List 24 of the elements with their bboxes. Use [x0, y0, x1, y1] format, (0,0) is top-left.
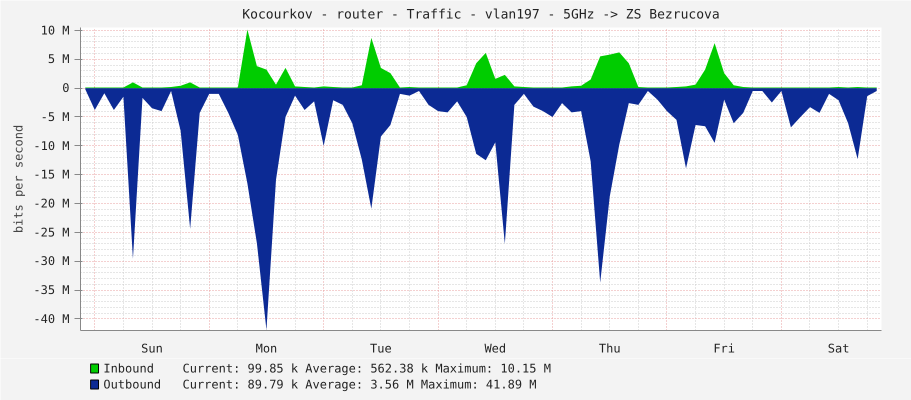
y-tick-label: -10 M	[33, 138, 70, 153]
y-tick-label: 5 M	[48, 52, 70, 66]
legend-label: Outbound	[103, 378, 162, 392]
y-tick-label: -25 M	[33, 225, 70, 240]
x-tick-label: Fri	[713, 342, 736, 356]
x-tick-label: Sun	[141, 342, 163, 356]
legend-label: Inbound	[103, 362, 154, 376]
y-axis-title: bits per second	[11, 124, 26, 234]
y-tick-label: -20 M	[33, 196, 70, 211]
y-tick-label: 10 M	[40, 23, 70, 38]
y-tick-label: -5 M	[40, 110, 70, 124]
x-tick-label: Tue	[370, 342, 392, 356]
y-tick-label: -30 M	[33, 254, 70, 268]
x-tick-label: Thu	[598, 342, 621, 356]
text: Current: 99.85 k Average: 562.38 k Maximum: 10.15 M	[182, 362, 551, 376]
chart-title: Kocourkov - router - Traffic - vlan197 - 5GHz -> ZS Bezrucova	[242, 8, 720, 22]
y-tick-label: -35 M	[33, 283, 70, 298]
y-tick-label: -40 M	[33, 312, 70, 326]
y-tick-label: -15 M	[33, 168, 70, 182]
x-tick-label: Mon	[256, 342, 278, 356]
y-tick-label: 0	[62, 81, 70, 96]
text: Current: 89.79 k Average: 3.56 M Maximum: 41.89 M	[182, 378, 537, 392]
x-tick-label: Wed	[484, 342, 506, 356]
x-tick-label: Sat	[828, 342, 850, 356]
